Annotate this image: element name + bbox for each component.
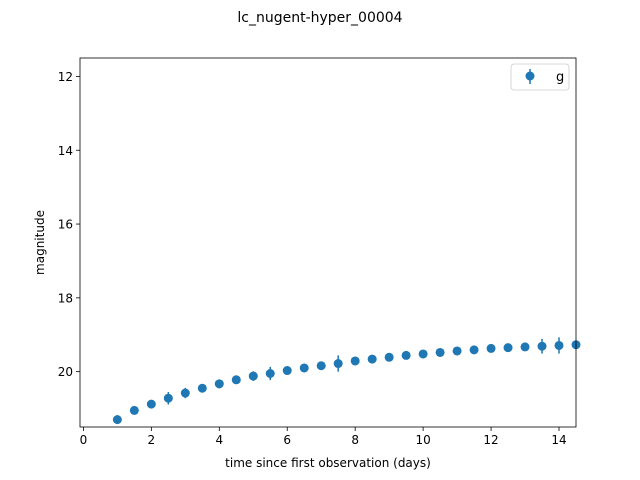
x-tick-label: 2 bbox=[148, 433, 156, 447]
y-axis-label: magnitude bbox=[33, 210, 47, 275]
x-tick-label: 4 bbox=[215, 433, 223, 447]
data-point bbox=[299, 363, 309, 373]
data-point bbox=[129, 405, 139, 415]
data-point bbox=[163, 393, 173, 403]
data-point bbox=[554, 340, 564, 350]
legend: g bbox=[510, 63, 570, 91]
x-tick-label: 8 bbox=[351, 433, 359, 447]
data-point bbox=[180, 388, 190, 398]
legend-box bbox=[510, 63, 570, 91]
y-tick-label: 18 bbox=[58, 291, 73, 305]
data-point bbox=[435, 347, 445, 357]
data-point bbox=[367, 354, 377, 364]
data-point bbox=[469, 345, 479, 355]
y-tick-label: 20 bbox=[58, 365, 73, 379]
x-tick-label: 0 bbox=[80, 433, 88, 447]
data-point bbox=[214, 379, 224, 389]
data-point bbox=[418, 349, 428, 359]
data-point bbox=[197, 383, 207, 393]
data-point bbox=[452, 346, 462, 356]
data-point bbox=[401, 350, 411, 360]
data-point bbox=[282, 366, 292, 376]
x-tick-label: 6 bbox=[283, 433, 291, 447]
data-point bbox=[231, 375, 241, 385]
legend-marker bbox=[525, 71, 535, 81]
legend-label: g bbox=[556, 70, 564, 85]
x-tick-label: 14 bbox=[551, 433, 566, 447]
data-point bbox=[112, 415, 122, 425]
y-tick-label: 14 bbox=[58, 144, 73, 158]
data-point bbox=[503, 343, 513, 353]
data-point bbox=[248, 371, 258, 381]
y-axis: 12 14 16 18 20 bbox=[58, 70, 80, 379]
chart-title: lc_nugent-hyper_00004 bbox=[237, 10, 402, 26]
data-point bbox=[333, 359, 343, 369]
x-axis: 0 2 4 6 8 10 12 14 bbox=[80, 427, 567, 447]
y-tick-label: 16 bbox=[58, 218, 73, 232]
x-tick-label: 10 bbox=[415, 433, 430, 447]
data-point bbox=[384, 352, 394, 362]
data-point bbox=[350, 356, 360, 366]
x-tick-label: 12 bbox=[483, 433, 498, 447]
data-point bbox=[265, 368, 275, 378]
plot-area bbox=[112, 337, 581, 425]
x-axis-label: time since first observation (days) bbox=[225, 456, 431, 470]
data-point bbox=[486, 343, 496, 353]
data-point bbox=[520, 342, 530, 352]
y-tick-label: 12 bbox=[58, 70, 73, 84]
data-point bbox=[537, 341, 547, 351]
data-point bbox=[146, 399, 156, 409]
data-point bbox=[316, 361, 326, 371]
axes-frame bbox=[79, 57, 577, 428]
